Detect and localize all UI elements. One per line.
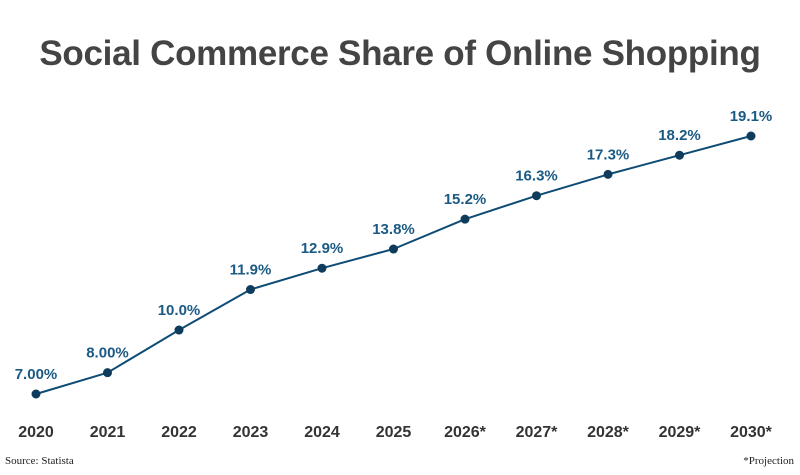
data-point-layer <box>31 131 756 399</box>
x-tick-label: 2030* <box>730 424 773 441</box>
series-line <box>35 135 752 395</box>
x-axis-tick-labels: 2020 2021 2022 2023 2024 2025 2026* 2027* 2028* 2… <box>18 424 772 441</box>
data-label: 11.9% <box>230 262 272 279</box>
x-tick-label: 2025 <box>376 424 412 441</box>
chart-title: Social Commerce Share of Online Shopping <box>39 34 761 73</box>
data-label: 16.3% <box>515 168 558 185</box>
source-note: Source: Statista <box>5 455 74 467</box>
data-point <box>174 325 184 335</box>
data-label: 10.0% <box>158 302 201 319</box>
x-tick-label: 2021 <box>90 424 126 441</box>
data-label: 17.3% <box>587 146 630 163</box>
data-point <box>31 389 41 399</box>
data-label: 7.00% <box>15 366 58 383</box>
data-point <box>675 150 684 160</box>
x-tick-label: 2026* <box>444 424 487 441</box>
data-point <box>317 263 327 273</box>
data-point <box>389 244 398 254</box>
data-label: 19.1% <box>730 108 773 125</box>
data-point <box>746 131 756 141</box>
data-point <box>603 169 613 179</box>
data-label: 18.2% <box>658 127 701 144</box>
data-label-layer: 7.00% 8.00% 10.0% 11.9% 12.9% 13.8% 15.2% 16.3%… <box>15 108 773 383</box>
data-point <box>246 285 255 295</box>
x-tick-label: 2024 <box>304 424 340 441</box>
x-tick-label: 2022 <box>161 424 197 441</box>
x-tick-label: 2027* <box>516 424 559 441</box>
data-label: 8.00% <box>86 345 129 362</box>
data-label: 13.8% <box>372 221 415 238</box>
data-label: 12.9% <box>301 240 344 257</box>
data-label: 15.2% <box>444 191 487 208</box>
data-point <box>103 368 112 378</box>
data-point <box>460 214 470 224</box>
data-point <box>532 191 541 201</box>
x-tick-label: 2020 <box>18 424 54 441</box>
x-tick-label: 2028* <box>587 424 630 441</box>
projection-footnote: *Projection <box>743 455 794 467</box>
x-tick-label: 2029* <box>659 424 702 441</box>
series-line-layer <box>35 135 752 395</box>
x-tick-label: 2023 <box>233 424 269 441</box>
